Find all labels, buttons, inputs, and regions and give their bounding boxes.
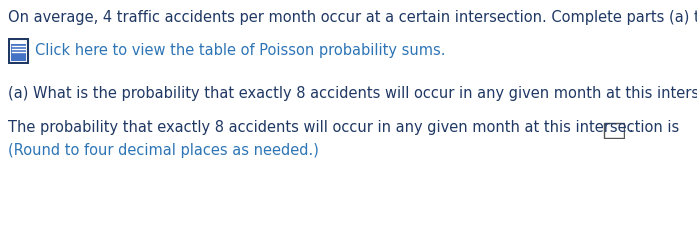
Text: (a) What is the probability that exactly 8 accidents will occur in any given mon: (a) What is the probability that exactly… (8, 86, 697, 101)
Text: (Round to four decimal places as needed.): (Round to four decimal places as needed.… (8, 143, 319, 158)
Text: .: . (628, 120, 633, 135)
FancyBboxPatch shape (604, 123, 624, 138)
Text: The probability that exactly 8 accidents will occur in any given month at this i: The probability that exactly 8 accidents… (8, 120, 684, 135)
Text: Click here to view the table of Poisson probability sums.: Click here to view the table of Poisson … (35, 42, 445, 58)
FancyBboxPatch shape (9, 39, 28, 63)
Text: On average, 4 traffic accidents per month occur at a certain intersection. Compl: On average, 4 traffic accidents per mont… (8, 10, 697, 25)
FancyBboxPatch shape (11, 44, 26, 61)
